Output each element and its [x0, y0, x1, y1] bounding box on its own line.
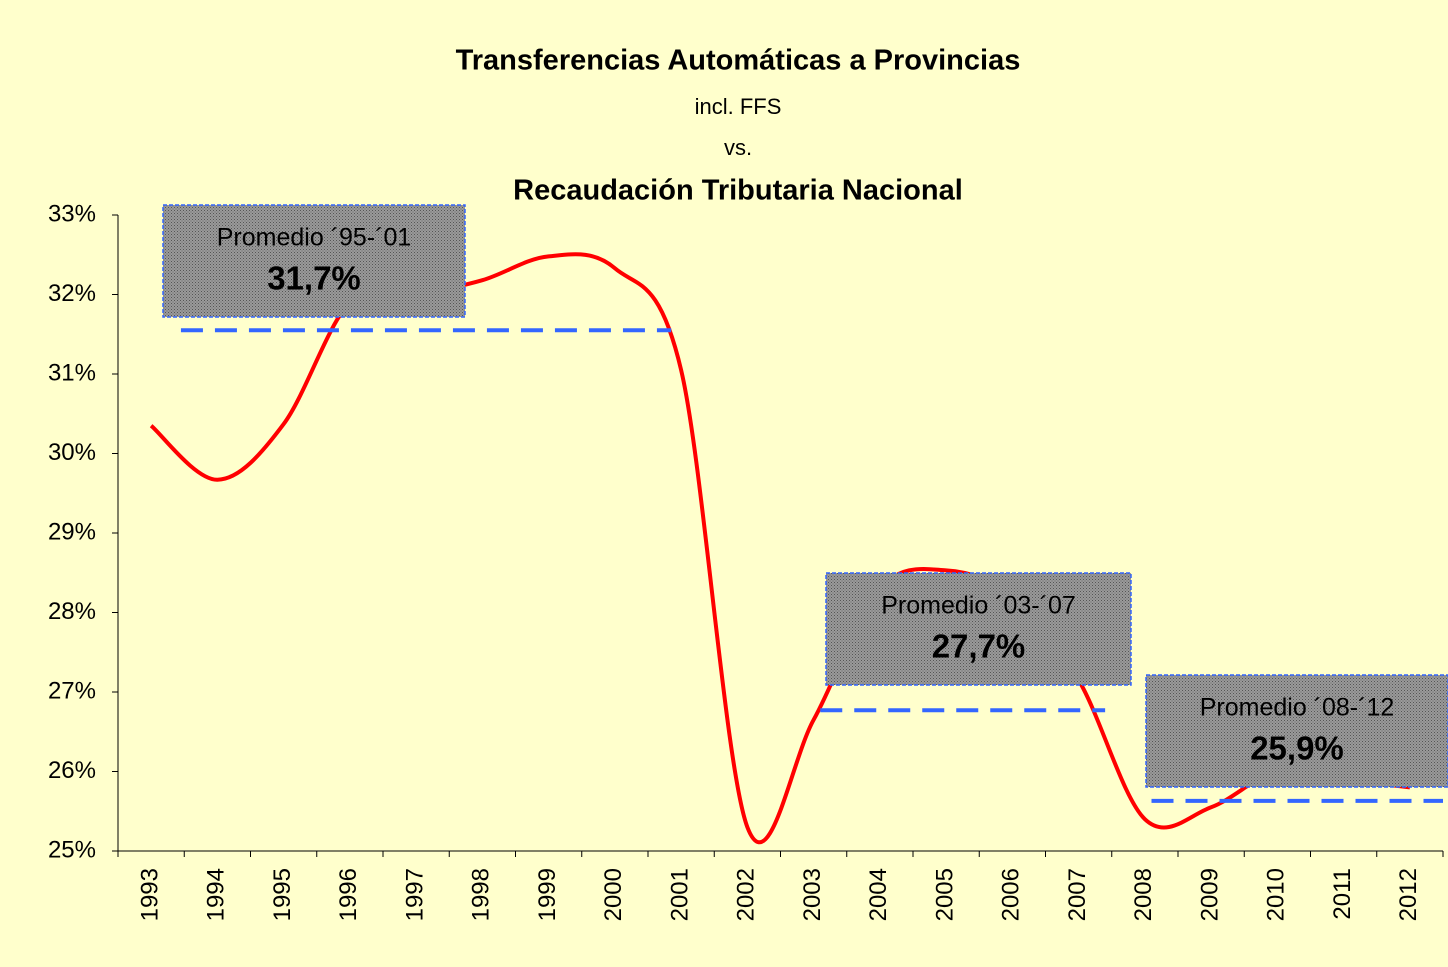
x-tick-label: 2011 — [1329, 868, 1356, 920]
x-tick-label: 1995 — [269, 868, 296, 921]
x-tick-label: 1996 — [335, 868, 362, 921]
y-tick-label: 32% — [48, 280, 96, 307]
y-tick-label: 26% — [48, 757, 96, 784]
subtitle: incl. FFS — [695, 94, 782, 119]
annotation-box — [162, 204, 466, 318]
annotation-value: 31,7% — [267, 260, 361, 297]
x-tick-label: 2001 — [666, 868, 693, 921]
annotation-label: Promedio ´03-´07 — [881, 592, 1076, 620]
y-tick-label: 33% — [48, 200, 96, 227]
x-tick-label: 1993 — [136, 868, 163, 921]
y-tick-label: 30% — [48, 439, 96, 466]
y-tick-label: 31% — [48, 359, 96, 386]
x-tick-label: 2003 — [799, 868, 826, 921]
x-tick-label: 2008 — [1130, 868, 1157, 921]
chart-title: Transferencias Automáticas a Provincias — [456, 45, 1021, 77]
y-tick-label: 27% — [48, 677, 96, 704]
annotation-box — [825, 572, 1132, 686]
x-tick-label: 1999 — [534, 868, 561, 921]
annotation-value: 27,7% — [932, 628, 1026, 665]
annotation-label: Promedio ´95-´01 — [217, 224, 412, 252]
x-tick-label: 1994 — [203, 868, 230, 921]
subtitle: vs. — [724, 135, 752, 160]
x-tick-label: 2012 — [1395, 868, 1422, 921]
annotation-label: Promedio ´08-´12 — [1200, 694, 1395, 722]
annotation-value: 25,9% — [1250, 730, 1344, 767]
subtitle: Recaudación Tributaria Nacional — [513, 175, 963, 207]
x-tick-label: 2005 — [931, 868, 958, 921]
x-tick-label: 2002 — [733, 868, 760, 921]
x-tick-label: 2004 — [865, 868, 892, 921]
x-tick-label: 1998 — [468, 868, 495, 921]
x-tick-label: 2010 — [1263, 868, 1290, 921]
x-tick-label: 2000 — [600, 868, 627, 921]
annotation-box — [1145, 674, 1448, 788]
x-tick-label: 2006 — [998, 868, 1025, 921]
y-tick-label: 25% — [48, 836, 96, 863]
y-tick-label: 29% — [48, 518, 96, 545]
x-tick-label: 2007 — [1064, 868, 1091, 921]
x-tick-label: 2009 — [1196, 868, 1223, 921]
y-tick-label: 28% — [48, 598, 96, 625]
x-tick-label: 1997 — [401, 868, 428, 921]
